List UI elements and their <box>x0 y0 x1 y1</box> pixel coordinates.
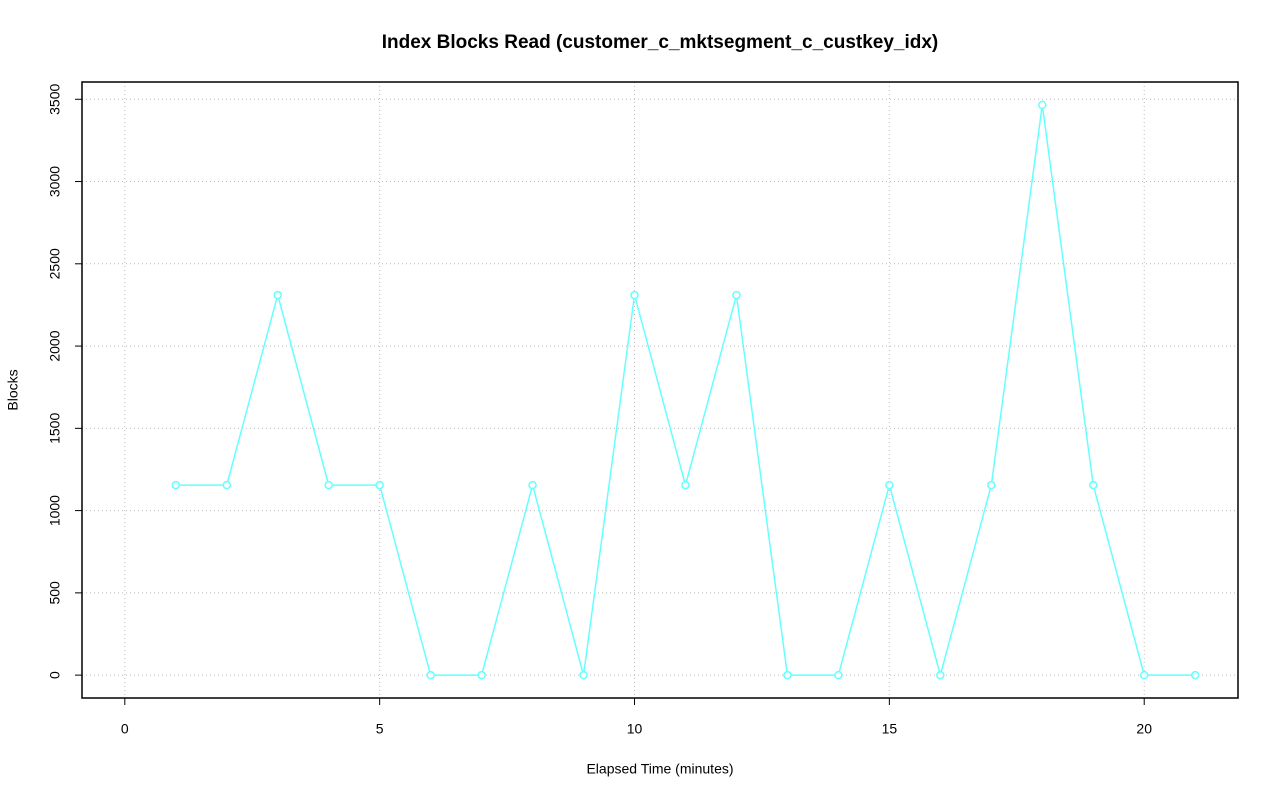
data-point <box>375 480 384 490</box>
y-axis-label: Blocks <box>5 369 21 410</box>
data-line <box>175 104 1196 679</box>
data-point <box>171 480 181 490</box>
data-point <box>885 480 894 490</box>
x-tick-label: 0 <box>121 721 129 737</box>
chart-title: Index Blocks Read (customer_c_mktsegment… <box>382 32 939 53</box>
y-tick-label: 0 <box>47 671 63 679</box>
data-point <box>528 480 537 490</box>
data-point <box>1038 100 1047 110</box>
data-point <box>426 670 435 680</box>
data-point <box>834 670 843 680</box>
data-point <box>1139 670 1149 680</box>
x-axis-label: Elapsed Time (minutes) <box>586 761 733 777</box>
data-point <box>987 480 996 490</box>
data-point <box>273 290 282 300</box>
data-point <box>630 290 639 300</box>
data-point <box>783 670 792 680</box>
data-point <box>681 480 690 490</box>
data-point <box>477 670 486 680</box>
data-point <box>732 290 741 300</box>
data-point <box>579 670 588 680</box>
y-tick-label: 1000 <box>47 495 63 526</box>
y-tick-label: 2500 <box>47 248 63 279</box>
data-point <box>1088 480 1098 490</box>
x-tick-label: 15 <box>882 721 898 737</box>
x-tick-label: 5 <box>376 721 384 737</box>
y-tick-label: 3000 <box>47 166 63 197</box>
x-tick-label: 20 <box>1136 721 1152 737</box>
data-point <box>222 480 232 490</box>
y-tick-label: 3500 <box>47 83 63 114</box>
y-tick-label: 2000 <box>47 330 63 361</box>
x-tick-label: 10 <box>627 721 643 737</box>
data-point <box>936 670 945 680</box>
data-point <box>1190 670 1200 680</box>
y-tick-label: 1500 <box>47 413 63 444</box>
plot-frame <box>81 81 1239 699</box>
data-point <box>324 480 333 490</box>
y-tick-label: 500 <box>47 581 63 605</box>
